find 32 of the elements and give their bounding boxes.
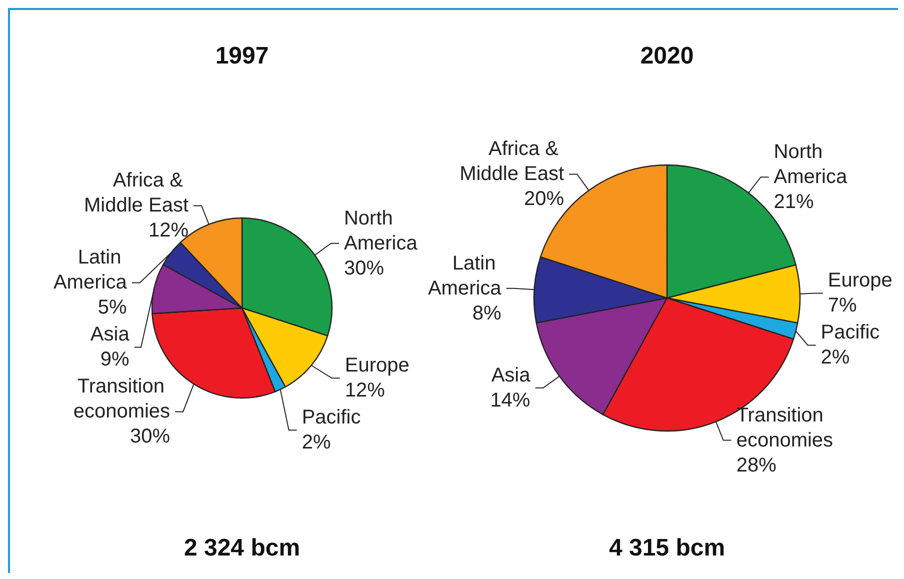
slice-label: Transition economies [736,404,834,452]
slice-label: North America [774,141,848,188]
data-label: 12% [344,380,386,402]
data-label: 2% [302,432,331,454]
data-label: 28% [736,454,777,476]
slice-label: North America [344,207,418,254]
slice-label: Pacific [302,406,361,429]
slice-label: Asia [491,364,532,386]
slice-label: Asia [90,324,130,346]
data-label: 20% [524,188,564,210]
slice-label: Africa & Middle East [460,138,565,186]
text: 4 315 bcm [608,534,726,562]
data-label: 14% [490,389,530,412]
data-label: 21% [774,191,814,214]
slice-label: Pacific [820,322,880,344]
data-label: 5% [98,296,128,319]
slice-label: Transition economies [73,376,170,423]
slice-label: Europe [344,354,410,377]
text: 2 324 bcm [184,534,300,562]
data-label: 12% [148,220,189,242]
data-label: 30% [130,426,170,448]
slice-label: Latin America [428,252,502,300]
data-label: 30% [344,257,384,280]
data-label: 2% [820,346,850,369]
slice-label: Europe [828,270,892,292]
slice-label: Africa & Middle East [84,170,189,217]
data-label: 9% [100,348,130,371]
data-label: 7% [828,294,858,317]
slice-label: Latin America [53,246,128,294]
data-label: 8% [472,302,502,324]
chart-title: 2020 [640,42,694,70]
chart-title: 1997 [215,42,269,70]
